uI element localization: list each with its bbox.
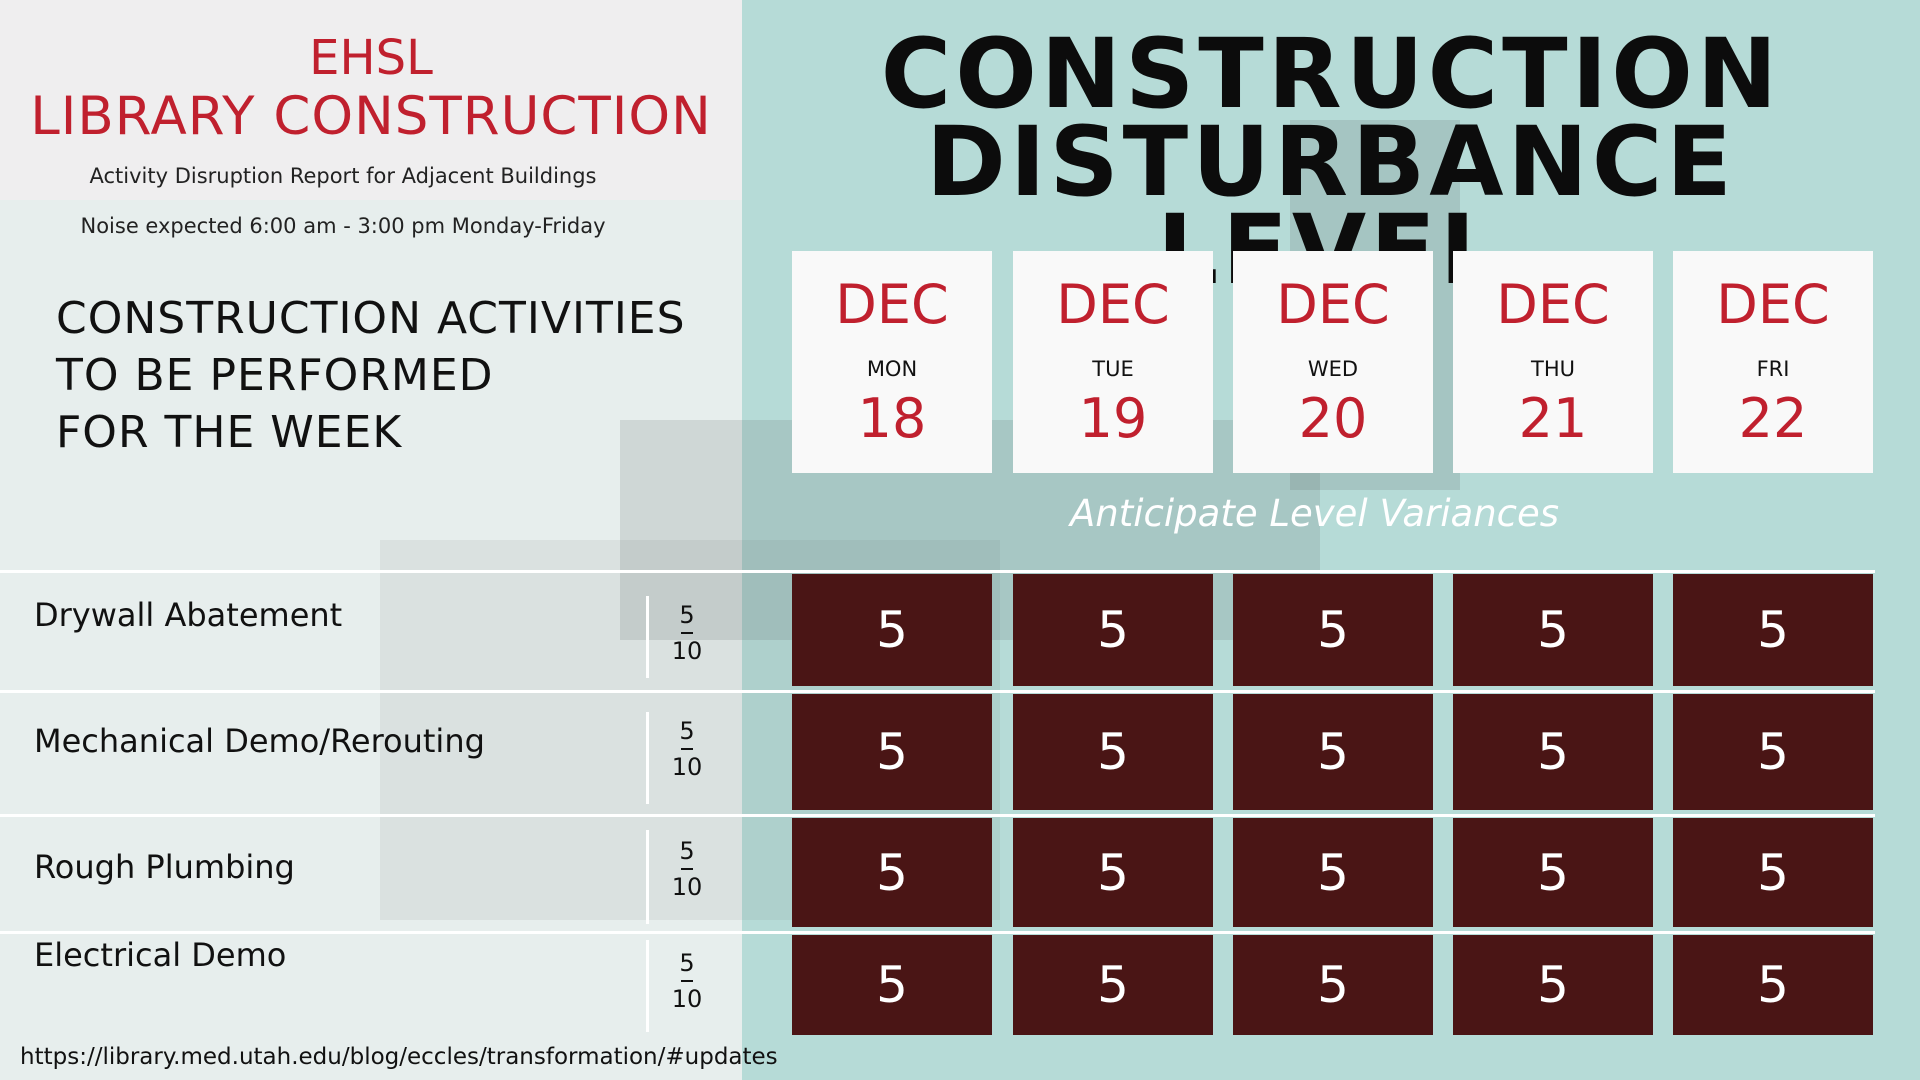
day-month: DEC xyxy=(1276,273,1390,336)
level-cell: 5 xyxy=(1673,935,1873,1035)
level-cell: 5 xyxy=(1453,694,1653,810)
activities-heading-line3: FOR THE WEEK xyxy=(56,407,403,458)
day-month: DEC xyxy=(1056,273,1170,336)
ratio-top: 5 xyxy=(679,717,695,745)
day-month: DEC xyxy=(1716,273,1830,336)
day-date: 19 xyxy=(1078,387,1148,450)
header-title-line2: LIBRARY CONSTRUCTION xyxy=(30,86,712,147)
activity-label: Drywall Abatement xyxy=(34,596,343,634)
footer-url[interactable]: https://library.med.utah.edu/blog/eccles… xyxy=(20,1044,778,1070)
level-cell: 5 xyxy=(1013,574,1213,686)
level-ratio: 5 10 xyxy=(664,716,710,782)
ratio-bar xyxy=(681,632,693,634)
activity-label: Electrical Demo xyxy=(34,936,287,974)
level-cell: 5 xyxy=(1453,935,1653,1035)
row-separator xyxy=(646,940,649,1032)
activities-heading-line2: TO BE PERFORMED xyxy=(56,350,494,401)
level-ratio: 5 10 xyxy=(664,600,710,666)
row-divider xyxy=(0,690,1875,693)
day-card-fri: DEC FRI 22 xyxy=(1673,251,1873,473)
day-weekday: FRI xyxy=(1756,357,1790,381)
day-card-thu: DEC THU 21 xyxy=(1453,251,1653,473)
day-month: DEC xyxy=(835,273,949,336)
row-separator xyxy=(646,830,649,924)
level-cell: 5 xyxy=(1013,935,1213,1035)
variance-note: Anticipate Level Variances xyxy=(1070,492,1560,535)
day-date: 22 xyxy=(1738,387,1808,450)
day-date: 20 xyxy=(1298,387,1368,450)
day-month: DEC xyxy=(1496,273,1610,336)
header-title-line1: EHSL xyxy=(309,30,433,86)
header-band xyxy=(0,0,742,200)
level-cell: 5 xyxy=(1233,935,1433,1035)
row-divider xyxy=(0,931,1875,934)
day-weekday: TUE xyxy=(1092,357,1134,381)
ratio-bottom: 10 xyxy=(671,753,703,781)
ratio-bar xyxy=(681,748,693,750)
day-card-mon: DEC MON 18 xyxy=(792,251,992,473)
level-cell: 5 xyxy=(1453,818,1653,927)
ratio-top: 5 xyxy=(679,601,695,629)
level-cell: 5 xyxy=(1673,694,1873,810)
ratio-bar xyxy=(681,868,693,870)
row-divider xyxy=(0,570,1875,573)
level-cell: 5 xyxy=(1233,574,1433,686)
day-weekday: MON xyxy=(866,357,918,381)
level-cell: 5 xyxy=(1233,694,1433,810)
ratio-bottom: 10 xyxy=(671,637,703,665)
level-cell: 5 xyxy=(1673,574,1873,686)
ratio-bottom: 10 xyxy=(671,985,703,1013)
level-ratio: 5 10 xyxy=(664,836,710,902)
day-weekday: WED xyxy=(1307,357,1359,381)
ratio-top: 5 xyxy=(679,837,695,865)
row-divider xyxy=(0,814,1875,817)
day-date: 18 xyxy=(857,387,927,450)
main-title-line1: CONSTRUCTION xyxy=(880,18,1782,130)
level-cell: 5 xyxy=(1453,574,1653,686)
level-cell: 5 xyxy=(1013,818,1213,927)
level-cell: 5 xyxy=(792,694,992,810)
level-ratio: 5 10 xyxy=(664,948,710,1014)
day-weekday: THU xyxy=(1531,357,1575,381)
ratio-bar xyxy=(681,980,693,982)
ratio-bottom: 10 xyxy=(671,873,703,901)
day-card-tue: DEC TUE 19 xyxy=(1013,251,1213,473)
row-separator xyxy=(646,596,649,678)
level-cell: 5 xyxy=(792,935,992,1035)
activities-heading-line1: CONSTRUCTION ACTIVITIES xyxy=(56,293,686,344)
day-card-wed: DEC WED 20 xyxy=(1233,251,1433,473)
day-date: 21 xyxy=(1518,387,1588,450)
level-cell: 5 xyxy=(1673,818,1873,927)
noise-note: Noise expected 6:00 am - 3:00 pm Monday-… xyxy=(80,214,606,238)
level-cell: 5 xyxy=(1233,818,1433,927)
activity-label: Rough Plumbing xyxy=(34,848,295,886)
ratio-top: 5 xyxy=(679,949,695,977)
row-separator xyxy=(646,712,649,804)
activities-heading: CONSTRUCTION ACTIVITIES TO BE PERFORMED … xyxy=(56,290,686,461)
activity-label: Mechanical Demo/Rerouting xyxy=(34,722,485,760)
header-subtitle: Activity Disruption Report for Adjacent … xyxy=(89,164,597,188)
level-cell: 5 xyxy=(1013,694,1213,810)
level-cell: 5 xyxy=(792,574,992,686)
level-cell: 5 xyxy=(792,818,992,927)
